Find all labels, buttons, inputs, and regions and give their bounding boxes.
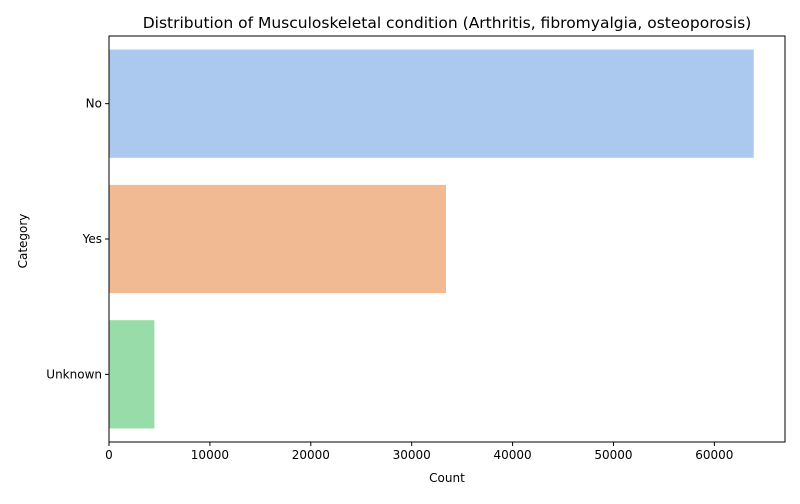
x-tick-label: 40000 (493, 448, 531, 462)
x-tick-label: 60000 (695, 448, 733, 462)
bar-unknown (109, 320, 155, 429)
x-tick-label: 30000 (393, 448, 431, 462)
y-tick-label-no: No (86, 97, 102, 111)
chart-title: Distribution of Musculoskeletal conditio… (143, 14, 752, 32)
plot-border (108, 35, 786, 443)
bars-group (109, 49, 754, 429)
y-axis-ticks: No Yes Unknown (46, 97, 109, 381)
bar-no (109, 49, 754, 158)
y-axis-label: Category (16, 214, 30, 269)
plot-frame (108, 35, 786, 443)
y-tick-label-unknown: Unknown (46, 367, 102, 381)
y-tick-label-yes: Yes (82, 232, 102, 246)
x-axis-ticks: 0 10000 20000 30000 40000 50000 60000 (105, 442, 733, 462)
x-axis-label: Count (429, 471, 465, 485)
x-tick-label: 20000 (292, 448, 330, 462)
x-tick-label: 50000 (594, 448, 632, 462)
x-tick-label: 10000 (191, 448, 229, 462)
bar-yes (109, 184, 446, 294)
x-tick-label: 0 (105, 448, 113, 462)
